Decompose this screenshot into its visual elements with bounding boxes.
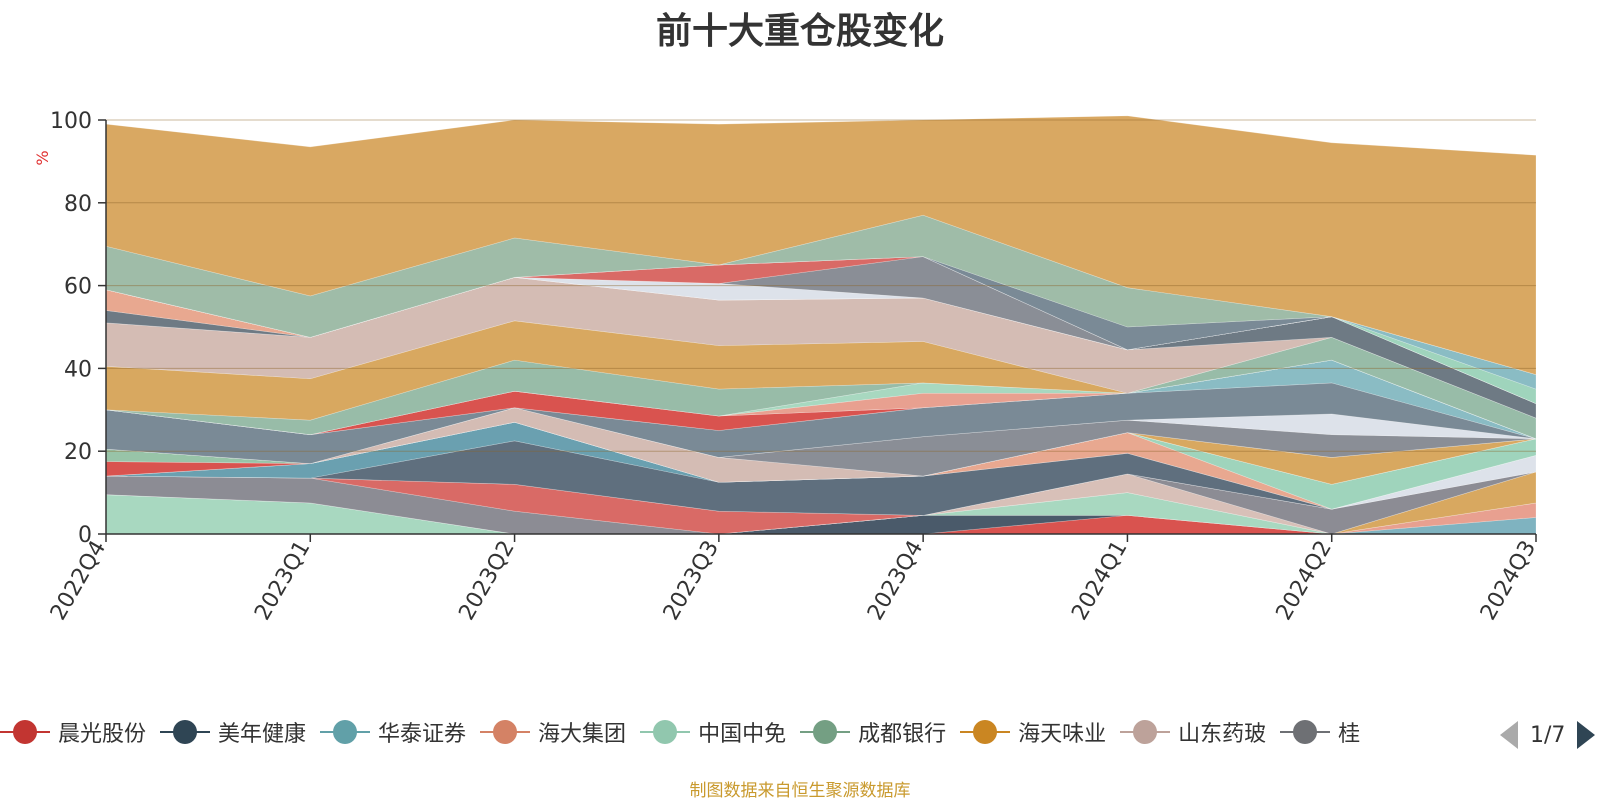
legend-item[interactable]: 华泰证券 bbox=[320, 712, 466, 752]
legend-marker-icon bbox=[1120, 720, 1171, 744]
legend-item[interactable]: 海天味业 bbox=[960, 712, 1106, 752]
y-axis-unit: % bbox=[33, 150, 52, 165]
legend-item[interactable]: 成都银行 bbox=[800, 712, 946, 752]
y-tick-label: 0 bbox=[78, 523, 92, 548]
legend-marker-icon bbox=[800, 720, 851, 744]
legend-item[interactable]: 美年健康 bbox=[160, 712, 306, 752]
x-tick-label: 2024Q1 bbox=[1067, 537, 1132, 625]
legend-label: 海天味业 bbox=[1018, 722, 1107, 747]
legend-marker-icon bbox=[320, 720, 371, 744]
y-tick-label: 100 bbox=[50, 109, 92, 134]
legend-label: 晨光股份 bbox=[58, 722, 147, 747]
legend-item[interactable]: 晨光股份 bbox=[0, 712, 146, 752]
legend-marker-icon bbox=[480, 720, 531, 744]
legend-item[interactable]: 山东药玻 bbox=[1120, 712, 1266, 752]
legend-label: 华泰证券 bbox=[378, 722, 467, 747]
area-series-13 bbox=[105, 421, 1537, 510]
y-tick-label: 40 bbox=[64, 357, 92, 382]
legend-page-indicator: 1/7 bbox=[1530, 722, 1566, 748]
legend: 晨光股份 美年健康 华泰证券 海大集团 中国中免 成都银行 海天味业 山东药玻 桂 bbox=[0, 712, 1480, 752]
area-series-29 bbox=[105, 277, 1537, 419]
y-tick-label: 80 bbox=[64, 192, 92, 217]
area-series-38 bbox=[105, 214, 1537, 375]
legend-item[interactable]: 桂 bbox=[1280, 712, 1360, 752]
chart-title: 前十大重仓股变化 bbox=[655, 11, 944, 52]
source-note: 制图数据来自恒生聚源数据库 bbox=[689, 781, 911, 801]
x-tick-label: 2023Q3 bbox=[659, 537, 724, 625]
legend-next-page-icon[interactable] bbox=[1577, 721, 1596, 749]
legend-marker-icon bbox=[960, 720, 1011, 744]
legend-label: 海大集团 bbox=[538, 722, 627, 747]
grid-layer bbox=[106, 119, 1536, 452]
x-tick-label: 2023Q2 bbox=[454, 537, 519, 625]
area-series-26 bbox=[105, 337, 1537, 440]
legend-item[interactable]: 中国中免 bbox=[640, 712, 786, 752]
x-tick-label: 2023Q1 bbox=[250, 537, 315, 625]
legend-label: 桂 bbox=[1338, 722, 1361, 747]
legend-marker-icon bbox=[160, 720, 211, 744]
x-tick-label: 2022Q4 bbox=[46, 537, 111, 625]
legend-pager: 1/7 bbox=[1500, 718, 1596, 752]
areas-layer bbox=[105, 115, 1537, 535]
legend-label: 中国中免 bbox=[698, 722, 787, 747]
area-series-39 bbox=[105, 115, 1537, 376]
legend-label: 山东药玻 bbox=[1178, 722, 1267, 747]
legend-marker-icon bbox=[0, 720, 50, 744]
stacked-area-chart: 0 20 40 60 80 100 2022Q4 2023Q1 2023Q2 2023Q3 2023… bbox=[33, 109, 1541, 625]
legend-label: 成都银行 bbox=[858, 722, 947, 747]
legend-prev-page-icon[interactable] bbox=[1500, 721, 1518, 749]
legend-label: 美年健康 bbox=[218, 722, 307, 747]
area-series-28 bbox=[105, 277, 1537, 419]
legend-item[interactable]: 海大集团 bbox=[480, 712, 626, 752]
area-series-9 bbox=[105, 454, 1537, 516]
x-tick-label: 2023Q4 bbox=[863, 537, 928, 625]
area-series-7 bbox=[105, 471, 1537, 535]
legend-marker-icon bbox=[640, 720, 691, 744]
x-tick-label: 2024Q2 bbox=[1272, 537, 1337, 625]
area-series-20 bbox=[105, 382, 1537, 464]
y-tick-label: 60 bbox=[64, 275, 92, 300]
area-series-27 bbox=[105, 320, 1537, 421]
legend-marker-icon bbox=[1280, 720, 1331, 744]
x-tick-label: 2024Q3 bbox=[1476, 537, 1541, 625]
y-tick-label: 20 bbox=[64, 440, 92, 465]
